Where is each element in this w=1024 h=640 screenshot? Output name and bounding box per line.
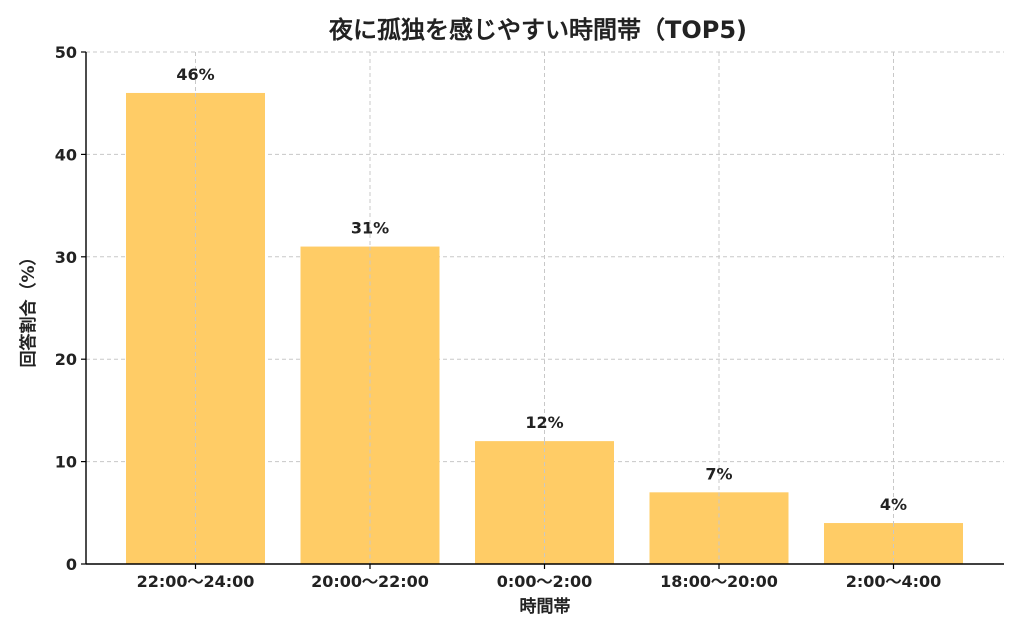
x-tick-label: 20:00〜22:00 [311, 572, 429, 591]
bar [824, 523, 963, 564]
x-tick-labels: 22:00〜24:00 20:00〜22:00 0:00〜2:00 18:00〜20:… [137, 564, 942, 591]
y-tick-labels: 0 10 20 30 40 50 [55, 43, 86, 574]
y-axis-label: 回答割合（%） [18, 248, 39, 367]
x-tick-label: 22:00〜24:00 [137, 572, 255, 591]
y-tick-label: 20 [55, 350, 77, 369]
y-tick-label: 0 [66, 555, 77, 574]
x-axis-label: 時間帯 [520, 596, 571, 617]
data-labels: 46% 31% 12% 7% 4% [176, 65, 907, 514]
data-label: 4% [880, 495, 907, 514]
x-tick-label: 0:00〜2:00 [497, 572, 593, 591]
x-tick-label: 2:00〜4:00 [846, 572, 942, 591]
y-tick-label: 50 [55, 43, 77, 62]
y-tick-label: 30 [55, 248, 77, 267]
data-label: 12% [525, 413, 563, 432]
bar [475, 441, 614, 564]
x-tick-label: 18:00〜20:00 [660, 572, 778, 591]
data-label: 31% [351, 219, 389, 238]
data-label: 7% [705, 464, 732, 483]
y-tick-label: 10 [55, 453, 77, 472]
chart-title: 夜に孤独を感じやすい時間帯（TOP5) [328, 16, 747, 44]
y-tick-label: 40 [55, 145, 77, 164]
data-label: 46% [176, 65, 214, 84]
bars [126, 92, 963, 565]
